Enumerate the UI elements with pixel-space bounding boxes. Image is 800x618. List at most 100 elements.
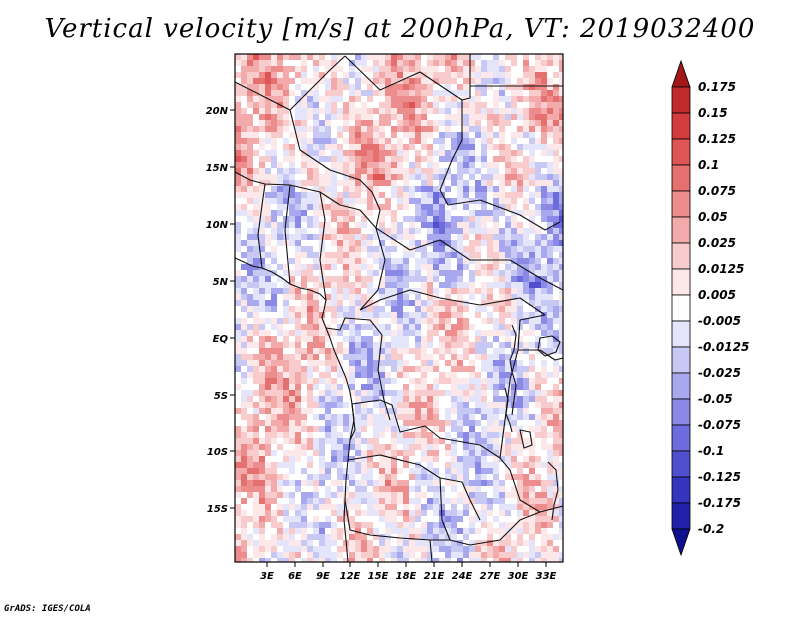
field-cell bbox=[379, 204, 385, 210]
field-cell bbox=[313, 540, 319, 546]
field-cell bbox=[343, 66, 349, 72]
lat-label: 15S bbox=[207, 504, 228, 515]
field-cell bbox=[547, 492, 553, 498]
field-cell bbox=[553, 108, 559, 114]
field-cell bbox=[271, 456, 277, 462]
field-cell bbox=[487, 468, 493, 474]
field-cell bbox=[487, 66, 493, 72]
field-cell bbox=[463, 396, 469, 402]
field-cell bbox=[247, 174, 253, 180]
field-cell bbox=[433, 132, 439, 138]
field-cell bbox=[439, 66, 445, 72]
field-cell bbox=[439, 90, 445, 96]
field-cell bbox=[463, 432, 469, 438]
field-cell bbox=[313, 96, 319, 102]
field-cell bbox=[295, 534, 301, 540]
field-cell bbox=[385, 438, 391, 444]
field-cell bbox=[367, 378, 373, 384]
field-cell bbox=[277, 318, 283, 324]
field-cell bbox=[421, 264, 427, 270]
field-cell bbox=[307, 84, 313, 90]
field-cell bbox=[445, 468, 451, 474]
map-frame bbox=[234, 53, 564, 563]
field-cell bbox=[259, 498, 265, 504]
field-cell bbox=[427, 276, 433, 282]
field-cell bbox=[529, 336, 535, 342]
field-cell bbox=[547, 324, 553, 330]
field-cell bbox=[277, 330, 283, 336]
field-cell bbox=[511, 402, 517, 408]
field-cell bbox=[451, 126, 457, 132]
field-cell bbox=[385, 108, 391, 114]
field-cell bbox=[427, 72, 433, 78]
field-cell bbox=[547, 444, 553, 450]
field-cell bbox=[307, 204, 313, 210]
field-cell bbox=[361, 114, 367, 120]
field-cell bbox=[427, 264, 433, 270]
field-cell bbox=[397, 222, 403, 228]
field-cell bbox=[433, 180, 439, 186]
field-cell bbox=[397, 162, 403, 168]
field-cell bbox=[307, 96, 313, 102]
field-cell bbox=[241, 396, 247, 402]
field-cell bbox=[241, 480, 247, 486]
field-cell bbox=[445, 510, 451, 516]
field-cell bbox=[511, 462, 517, 468]
field-cell bbox=[505, 126, 511, 132]
field-cell bbox=[319, 504, 325, 510]
field-cell bbox=[463, 246, 469, 252]
field-cell bbox=[517, 492, 523, 498]
field-cell bbox=[337, 450, 343, 456]
field-cell bbox=[235, 516, 241, 522]
field-cell bbox=[373, 498, 379, 504]
field-cell bbox=[547, 498, 553, 504]
field-cell bbox=[277, 546, 283, 552]
field-cell bbox=[265, 162, 271, 168]
field-cell bbox=[427, 312, 433, 318]
field-cell bbox=[451, 84, 457, 90]
field-cell bbox=[547, 66, 553, 72]
field-cell bbox=[337, 534, 343, 540]
field-cell bbox=[409, 216, 415, 222]
field-cell bbox=[403, 420, 409, 426]
field-cell bbox=[517, 204, 523, 210]
field-cell bbox=[415, 132, 421, 138]
field-cell bbox=[265, 408, 271, 414]
field-cell bbox=[289, 372, 295, 378]
field-cell bbox=[289, 204, 295, 210]
field-cell bbox=[385, 156, 391, 162]
field-cell bbox=[289, 510, 295, 516]
field-cell bbox=[511, 390, 517, 396]
field-cell bbox=[409, 318, 415, 324]
field-cell bbox=[487, 492, 493, 498]
field-cell bbox=[283, 258, 289, 264]
field-cell bbox=[385, 258, 391, 264]
field-cell bbox=[337, 240, 343, 246]
field-cell bbox=[259, 144, 265, 150]
field-cell bbox=[499, 246, 505, 252]
field-cell bbox=[397, 144, 403, 150]
field-cell bbox=[373, 258, 379, 264]
field-cell bbox=[259, 558, 265, 562]
field-cell bbox=[535, 66, 541, 72]
field-cell bbox=[403, 528, 409, 534]
field-cell bbox=[277, 174, 283, 180]
field-cell bbox=[355, 504, 361, 510]
field-cell bbox=[487, 150, 493, 156]
field-cell bbox=[517, 432, 523, 438]
field-cell bbox=[535, 270, 541, 276]
field-cell bbox=[517, 498, 523, 504]
field-cell bbox=[397, 54, 403, 60]
field-cell bbox=[541, 330, 547, 336]
field-cell bbox=[301, 498, 307, 504]
field-cell bbox=[367, 120, 373, 126]
field-cell bbox=[421, 420, 427, 426]
field-cell bbox=[319, 222, 325, 228]
field-cell bbox=[271, 132, 277, 138]
field-cell bbox=[427, 300, 433, 306]
field-cell bbox=[523, 66, 529, 72]
field-cell bbox=[331, 294, 337, 300]
field-cell bbox=[427, 222, 433, 228]
field-cell bbox=[445, 132, 451, 138]
field-cell bbox=[289, 408, 295, 414]
